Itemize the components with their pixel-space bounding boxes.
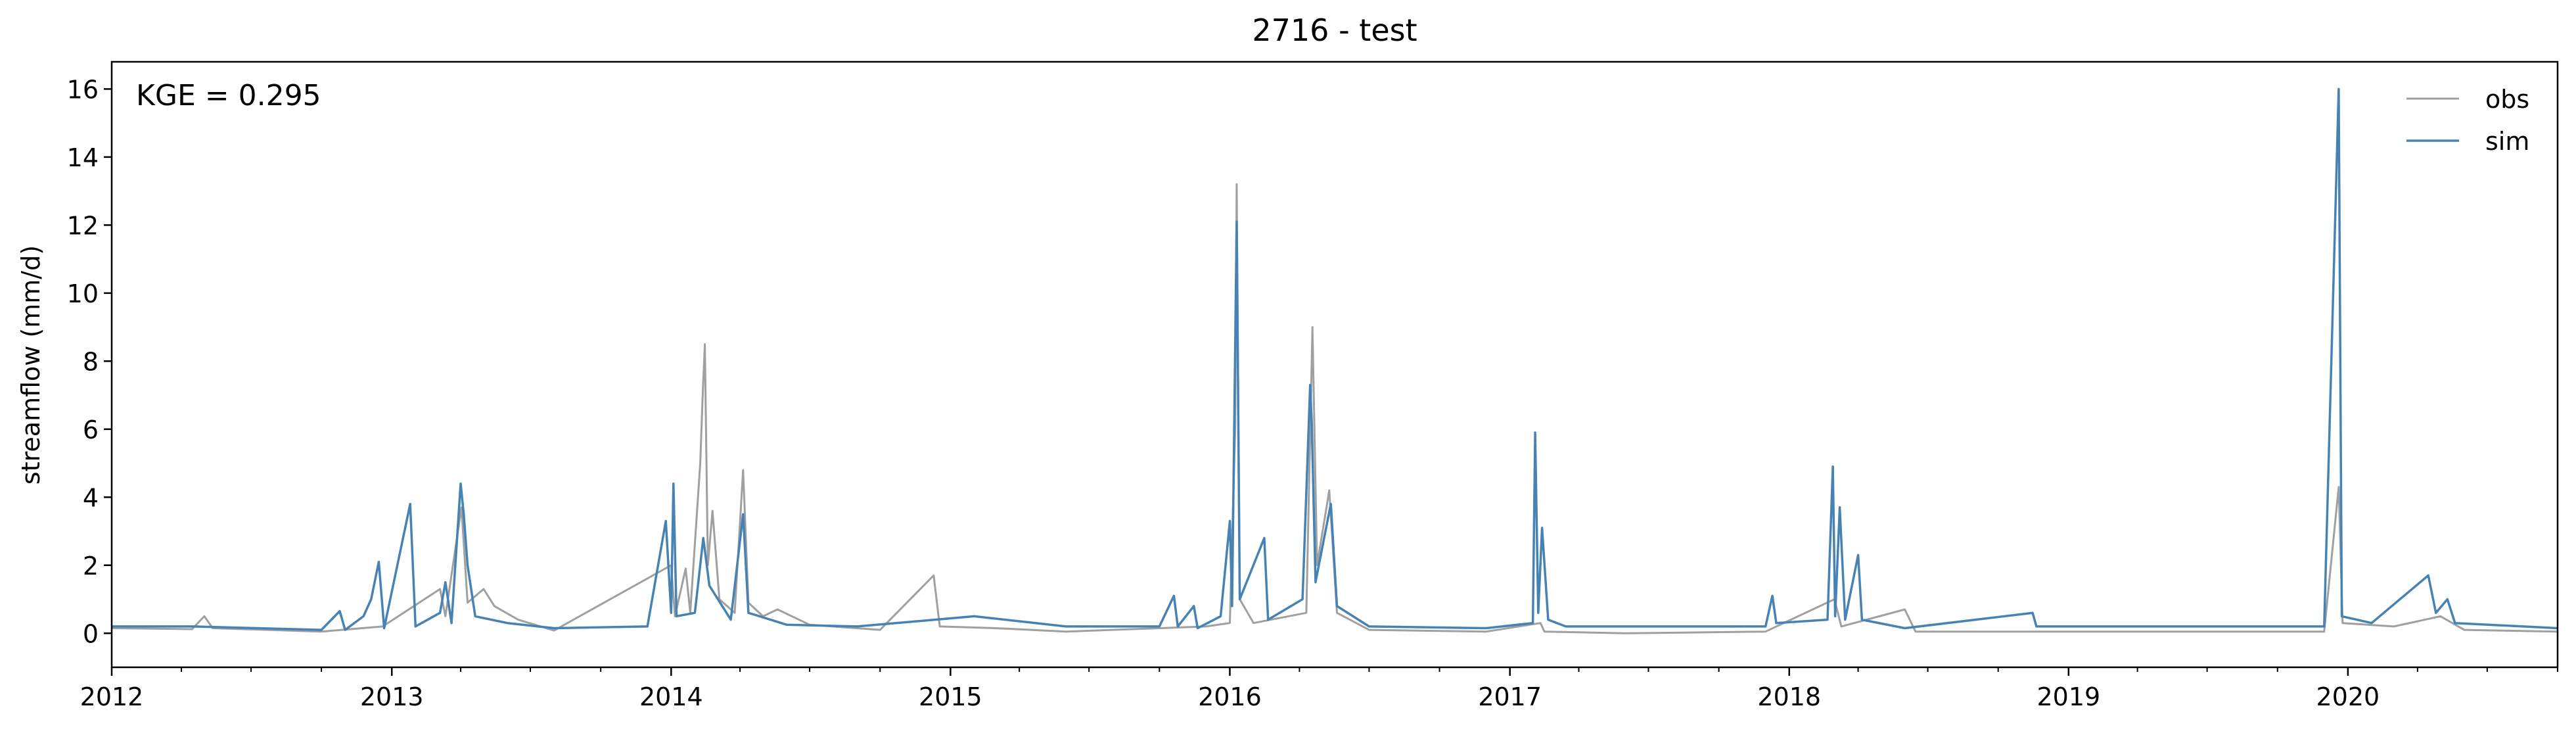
y-tick-label: 10: [67, 279, 99, 308]
kge-annotation: KGE = 0.295: [136, 79, 321, 112]
y-tick-label: 6: [83, 415, 99, 444]
x-tick-label: 2014: [639, 682, 703, 711]
x-tick-label: 2012: [80, 682, 144, 711]
y-tick-label: 8: [83, 347, 99, 376]
chart-title: 2716 - test: [1252, 12, 1417, 48]
x-tick-label: 2015: [919, 682, 982, 711]
y-axis-label: streamflow (mm/d): [16, 245, 45, 485]
y-tick-label: 16: [67, 75, 99, 104]
y-tick-label: 2: [83, 552, 99, 581]
x-tick-label: 2020: [2316, 682, 2380, 711]
y-tick-label: 0: [83, 619, 99, 648]
y-tick-label: 4: [83, 483, 99, 512]
x-tick-label: 2019: [2036, 682, 2100, 711]
x-tick-label: 2016: [1198, 682, 1262, 711]
x-tick-label: 2013: [360, 682, 424, 711]
x-tick-label: 2017: [1478, 682, 1542, 711]
legend-label-sim: sim: [2485, 127, 2529, 156]
y-tick-label: 12: [67, 211, 99, 240]
x-tick-label: 2018: [1757, 682, 1821, 711]
legend-label-obs: obs: [2485, 85, 2529, 114]
y-tick-label: 14: [67, 143, 99, 172]
